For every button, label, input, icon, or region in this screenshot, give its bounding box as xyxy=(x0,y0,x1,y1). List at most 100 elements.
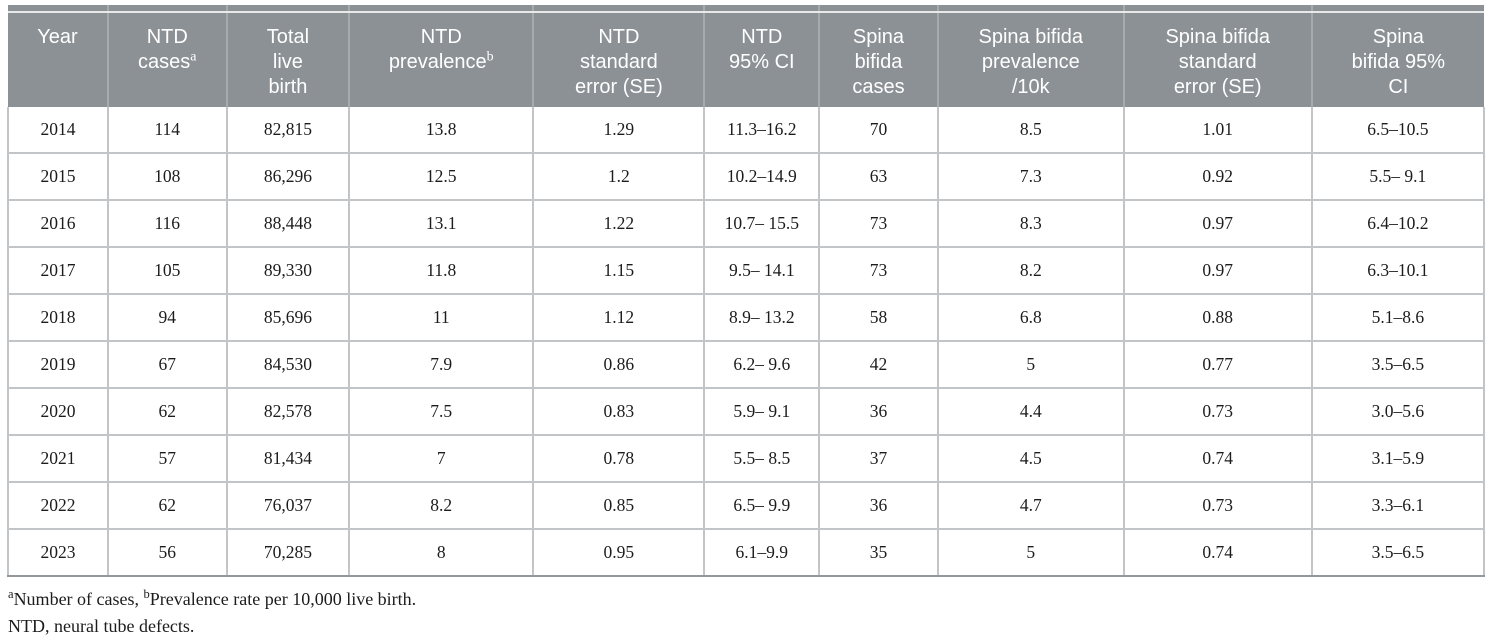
table-cell: 73 xyxy=(818,245,939,295)
table-cell: 5 xyxy=(936,527,1125,577)
table-cell: 58 xyxy=(818,292,939,342)
table-cell: 3.1–5.9 xyxy=(1310,433,1486,483)
table-cell: 1.15 xyxy=(532,245,706,295)
table-row: 2015 108 86,296 12.5 1.2 10.2–14.9 63 7.3 0.92 5.… xyxy=(7,151,1486,201)
header-superscript: b xyxy=(486,49,494,65)
table-cell: 8.9– 13.2 xyxy=(703,292,821,342)
column-header-spina-bifida-cases: Spina bifida cases xyxy=(818,12,938,107)
table-cell: 82,578 xyxy=(225,386,351,436)
table-cell: 0.74 xyxy=(1122,527,1313,577)
table-cell: 1.01 xyxy=(1122,106,1313,154)
table-cell: 2017 xyxy=(7,245,109,295)
table-cell: 108 xyxy=(106,151,228,201)
table-cell: 10.7– 15.5 xyxy=(703,198,821,248)
footnote-superscript-a: a xyxy=(8,586,14,601)
table-cell: 13.1 xyxy=(348,198,535,248)
table-cell: 1.29 xyxy=(532,106,706,154)
table-body: 2014 114 82,815 13.8 1.29 11.3–16.2 70 8.5 1.01 6… xyxy=(7,106,1486,577)
column-header-label: NTD cases xyxy=(138,26,191,74)
column-header-ntd-prevalence: NTD prevalenceb xyxy=(348,12,534,107)
table-cell: 12.5 xyxy=(348,151,535,201)
table-cell: 11 xyxy=(348,292,535,342)
table-cell: 13.8 xyxy=(348,106,535,154)
table-row: 2017 105 89,330 11.8 1.15 9.5– 14.1 73 8.2 0.97 6… xyxy=(7,245,1486,295)
table-cell: 0.73 xyxy=(1122,480,1313,530)
table-cell: 56 xyxy=(106,527,228,577)
column-header-label: Spina bifida cases xyxy=(852,26,905,99)
table-cell: 7.3 xyxy=(936,151,1125,201)
footnote-definitions: aNumber of cases, bPrevalence rate per 1… xyxy=(8,586,1485,614)
table-cell: 76,037 xyxy=(225,480,351,530)
table-cell: 84,530 xyxy=(225,339,351,389)
table-cell: 1.12 xyxy=(532,292,706,342)
column-header-spina-bifida-95-ci: Spina bifida 95% CI xyxy=(1310,12,1484,107)
header-top-bar xyxy=(8,5,1484,13)
table-cell: 70 xyxy=(818,106,939,154)
table-cell: 81,434 xyxy=(225,433,351,483)
table-footnotes: aNumber of cases, bPrevalence rate per 1… xyxy=(7,586,1485,639)
table-cell: 4.5 xyxy=(936,433,1125,483)
table-cell: 0.97 xyxy=(1122,198,1313,248)
table-cell: 2018 xyxy=(7,292,109,342)
column-header-label: Spina bifida prevalence /10k xyxy=(978,26,1084,99)
table-cell: 9.5– 14.1 xyxy=(703,245,821,295)
table-cell: 1.2 xyxy=(532,151,706,201)
table-row: 2023 56 70,285 8 0.95 6.1–9.9 35 5 0.74 3.5–6.5 xyxy=(7,527,1486,577)
table-cell: 6.5– 9.9 xyxy=(703,480,821,530)
table-cell: 0.92 xyxy=(1122,151,1313,201)
table-cell: 6.3–10.1 xyxy=(1310,245,1486,295)
column-header-label: Year xyxy=(37,26,78,48)
table-cell: 63 xyxy=(818,151,939,201)
table-cell: 0.88 xyxy=(1122,292,1313,342)
table-cell: 0.74 xyxy=(1122,433,1313,483)
table-cell: 5.5– 9.1 xyxy=(1310,151,1486,201)
table-cell: 2019 xyxy=(7,339,109,389)
table-cell: 0.85 xyxy=(532,480,706,530)
column-header-spina-bifida-standard-error: Spina bifida standard error (SE) xyxy=(1122,12,1312,107)
table-cell: 70,285 xyxy=(225,527,351,577)
table-cell: 2014 xyxy=(7,106,109,154)
column-header-total-live-birth: Total live birth xyxy=(225,12,350,107)
table-cell: 6.8 xyxy=(936,292,1125,342)
table-cell: 6.1–9.9 xyxy=(703,527,821,577)
table-cell: 88,448 xyxy=(225,198,351,248)
table-cell: 7.5 xyxy=(348,386,535,436)
table-cell: 3.0–5.6 xyxy=(1310,386,1486,436)
table-cell: 6.5–10.5 xyxy=(1310,106,1486,154)
table-cell: 36 xyxy=(818,480,939,530)
table-cell: 82,815 xyxy=(225,106,351,154)
table-cell: 0.83 xyxy=(532,386,706,436)
table-cell: 116 xyxy=(106,198,228,248)
table-cell: 4.4 xyxy=(936,386,1125,436)
column-header-ntd-95-ci: NTD 95% CI xyxy=(703,12,820,107)
table-cell: 62 xyxy=(106,480,228,530)
ntd-prevalence-table: Year NTD casesa Total live birth NTD pre… xyxy=(7,5,1486,577)
table-cell: 0.77 xyxy=(1122,339,1313,389)
table-cell: 8.2 xyxy=(348,480,535,530)
table-cell: 0.97 xyxy=(1122,245,1313,295)
table-row: 2021 57 81,434 7 0.78 5.5– 8.5 37 4.5 0.74 3.1–5.… xyxy=(7,433,1486,483)
table-cell: 42 xyxy=(818,339,939,389)
table-cell: 3.3–6.1 xyxy=(1310,480,1486,530)
footnote-text: NTD, neural tube defects. xyxy=(8,616,195,637)
table-cell: 1.22 xyxy=(532,198,706,248)
table-cell: 2020 xyxy=(7,386,109,436)
table-cell: 114 xyxy=(106,106,228,154)
table-cell: 6.4–10.2 xyxy=(1310,198,1486,248)
table-header: Year NTD casesa Total live birth NTD pre… xyxy=(8,5,1484,107)
column-header-ntd-cases: NTD casesa xyxy=(106,12,227,107)
table-row: 2019 67 84,530 7.9 0.86 6.2– 9.6 42 5 0.77 3.5–6.… xyxy=(7,339,1486,389)
header-row: Year NTD casesa Total live birth NTD pre… xyxy=(8,12,1484,107)
table-cell: 4.7 xyxy=(936,480,1125,530)
table-row: 2020 62 82,578 7.5 0.83 5.9– 9.1 36 4.4 0.73 3.0–… xyxy=(7,386,1486,436)
table-cell: 6.2– 9.6 xyxy=(703,339,821,389)
table-cell: 5.9– 9.1 xyxy=(703,386,821,436)
table-cell: 0.73 xyxy=(1122,386,1313,436)
table-cell: 0.78 xyxy=(532,433,706,483)
table-cell: 5.5– 8.5 xyxy=(703,433,821,483)
table-cell: 36 xyxy=(818,386,939,436)
table-cell: 94 xyxy=(106,292,228,342)
footnote-abbreviation: NTD, neural tube defects. xyxy=(8,613,1485,639)
table-cell: 7.9 xyxy=(348,339,535,389)
